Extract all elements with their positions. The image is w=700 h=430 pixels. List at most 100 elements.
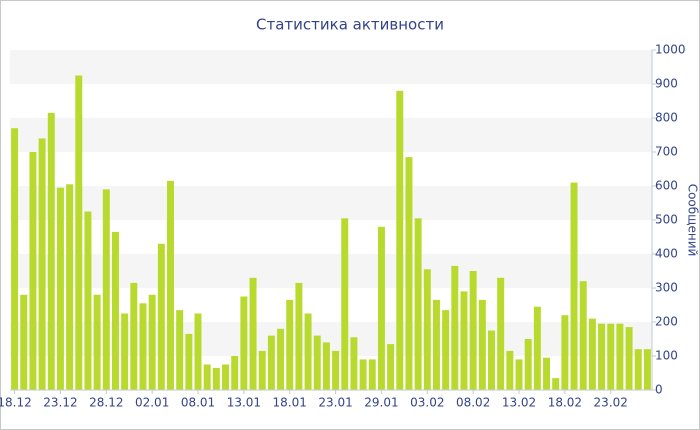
bar — [359, 359, 367, 390]
bar — [469, 271, 477, 390]
bar — [139, 303, 147, 390]
bar — [212, 367, 220, 390]
x-tick-label: 29.01 — [364, 396, 398, 410]
bar — [598, 323, 606, 390]
bar — [460, 291, 468, 390]
x-tick-label: 13.01 — [227, 396, 261, 410]
bar — [304, 313, 312, 390]
y-tick-label: 1000 — [655, 43, 686, 57]
bar — [524, 339, 532, 390]
y-tick-label: 500 — [655, 213, 678, 227]
bar — [38, 138, 46, 390]
bar — [286, 299, 294, 390]
bar — [423, 269, 431, 390]
bar — [66, 184, 74, 390]
y-axis-label: Сообщений — [686, 184, 700, 257]
bar — [148, 294, 156, 390]
bar — [432, 299, 440, 390]
bar — [543, 357, 551, 390]
bar — [84, 211, 92, 390]
bar — [231, 356, 239, 390]
bar — [625, 327, 633, 390]
x-tick-label: 08.01 — [181, 396, 215, 410]
x-tick-label: 08.02 — [456, 396, 490, 410]
bar — [47, 112, 55, 391]
bar — [194, 313, 202, 390]
x-tick-label: 02.01 — [135, 396, 169, 410]
bar — [405, 157, 413, 390]
bar — [267, 335, 275, 390]
x-tick-label: 03.02 — [410, 396, 444, 410]
x-tick-label: 23.02 — [594, 396, 628, 410]
bar — [451, 265, 459, 390]
x-tick-label: 23.01 — [318, 396, 352, 410]
bar — [506, 350, 514, 390]
bar — [20, 294, 28, 390]
bar — [11, 128, 19, 390]
x-tick-label: 13.02 — [502, 396, 536, 410]
bar — [240, 296, 248, 390]
y-tick-label: 300 — [655, 281, 678, 295]
bar — [322, 342, 330, 390]
bar — [607, 323, 615, 390]
bar — [515, 359, 523, 390]
y-tick-label: 400 — [655, 247, 678, 261]
y-tick-label: 0 — [655, 383, 663, 397]
x-tick-label: 18.12 — [0, 396, 32, 410]
bar — [249, 277, 257, 390]
bar — [332, 350, 340, 390]
bar — [185, 333, 193, 390]
bar — [167, 180, 174, 390]
bar — [497, 277, 505, 390]
bar — [313, 335, 321, 390]
y-tick-label: 100 — [655, 349, 678, 363]
x-tick-label: 23.12 — [43, 396, 77, 410]
bar — [111, 231, 119, 390]
bar — [588, 318, 596, 390]
bar — [414, 218, 422, 390]
y-tick-label: 800 — [655, 111, 678, 125]
bar — [277, 328, 285, 390]
bar — [561, 315, 569, 390]
y-tick-label: 900 — [655, 77, 678, 91]
bar — [121, 313, 129, 390]
y-tick-label: 700 — [655, 145, 678, 159]
bar — [387, 344, 395, 390]
bar — [533, 306, 541, 390]
bar — [130, 282, 138, 390]
bar — [56, 187, 64, 390]
bar — [341, 218, 349, 390]
bar — [102, 189, 110, 390]
bar — [442, 310, 450, 390]
bar — [478, 299, 486, 390]
y-tick-label: 200 — [655, 315, 678, 329]
grid-band — [10, 186, 652, 220]
bar — [75, 75, 83, 390]
y-tick-label: 600 — [655, 179, 678, 193]
bar — [579, 281, 587, 390]
grid-band — [10, 118, 652, 152]
bar — [295, 282, 303, 390]
x-tick-label: 18.02 — [548, 396, 582, 410]
bar — [616, 323, 624, 390]
bar — [634, 349, 642, 390]
bar — [552, 378, 560, 390]
x-tick-label: 18.01 — [273, 396, 307, 410]
bar — [176, 310, 184, 390]
bar — [396, 90, 404, 391]
x-tick-label: 28.12 — [89, 396, 123, 410]
bar — [350, 337, 358, 390]
bar — [258, 350, 266, 390]
bar — [368, 359, 376, 390]
bar — [222, 364, 230, 390]
bar — [377, 226, 385, 390]
grid-band — [10, 50, 652, 84]
bar — [203, 364, 211, 390]
bar — [643, 349, 651, 390]
bar — [157, 243, 165, 390]
bar — [570, 182, 578, 390]
bar — [29, 152, 37, 390]
chart-title: Статистика активности — [256, 16, 444, 34]
bar — [488, 330, 495, 390]
